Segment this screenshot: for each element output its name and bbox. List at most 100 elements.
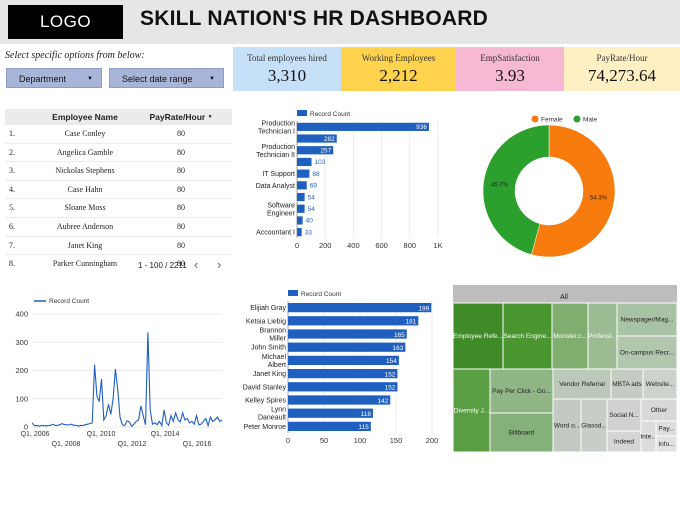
category-label: Michael [262,354,287,361]
x-tick-label: 200 [319,241,332,250]
treemap-cell-label: Glassd... [581,423,607,430]
treemap-cell [452,302,504,370]
legend-swatch [573,115,581,123]
x-tick-label: Q1, 2014 [151,431,180,438]
employee-bar-chart: Record Count 0 50 100 150 200 199 Elijiah Gray 1… [243,290,438,445]
x-tick-label: 0 [295,241,299,250]
treemap-cell-label: Website... [646,381,675,388]
x-tick-label: 100 [354,436,367,445]
data-label: 936 [416,124,427,131]
next-page-icon[interactable]: › [217,257,222,272]
data-label: 152 [385,371,396,378]
kpi-value: 74,273.64 [588,66,656,85]
category-label: Ketsia Liebig [246,318,286,325]
x-tick-label: 150 [390,436,403,445]
row-name: Aubree Anderson [56,221,114,231]
category-label: John Smith [251,345,286,352]
category-label: Software [267,202,295,209]
category-label: IT Support [262,171,295,178]
x-tick-label: Q1, 2008 [52,441,81,448]
employee-table: Employee Name PayRate/Hour ▼ 1. Case Conl… [5,109,232,273]
data-label: 154 [386,358,397,365]
x-tick-label: Q1, 2010 [87,431,116,438]
bar [297,122,429,131]
bar [288,329,407,339]
treemap-cell-label: Diversity J... [454,408,490,415]
y-tick-label: 0 [24,423,28,432]
kpi-working-employees: Working Employees 2,212 [341,47,456,91]
row-pay: 80 [177,240,185,250]
table-row[interactable]: 6. Aubree Anderson 80 [5,218,232,237]
category-label: Production [262,144,296,151]
category-label: Lynn [271,407,286,414]
x-tick-label: Q1, 2006 [21,431,50,438]
table-row[interactable]: 2. Angelica Gamble 80 [5,144,232,163]
category-label: Peter Monroe [244,424,287,431]
bar [297,181,307,190]
previous-page-icon[interactable]: ‹ [194,257,199,272]
category-label: Janet King [253,371,286,378]
data-label: 181 [405,319,416,326]
column-header-payrate[interactable]: PayRate/Hour ▼ [140,112,222,122]
bar [297,192,305,202]
category-label: Technician II [256,152,295,159]
bar [288,421,371,432]
table-row[interactable]: 4. Case Hahn 80 [5,181,232,200]
row-index: 4. [9,184,15,194]
bar [288,382,398,392]
legend-label: Record Count [310,111,350,118]
bar [288,368,398,379]
row-index: 5. [9,203,15,213]
date-range-picker[interactable]: Select date range ▼ [109,68,224,88]
treemap-cell-label: Inte... [640,434,656,441]
treemap-cell-label: Search Engine... [503,333,551,340]
table-row[interactable]: 1. Case Conley 80 [5,125,232,144]
row-name: Case Conley [64,129,106,138]
row-pay: 80 [177,147,185,157]
series-line [31,332,223,428]
hires-line-chart: Record Count 0 100 200 300 400 Q1, 2006 Q1, 201… [15,298,223,448]
treemap-cell [580,398,608,453]
row-name: Angelica Gamble [56,147,114,157]
page-title: SKILL NATION'S HR DASHBOARD [140,7,488,30]
treemap-cell-label: Employee Refe... [453,333,503,340]
treemap-cell-label: Pay... [658,426,674,433]
x-tick-label: Q1, 2012 [118,441,147,448]
row-pay: 80 [177,259,185,269]
category-label: Miller [269,336,286,343]
table-row[interactable]: 8. Parker Cunningham 80 [5,255,232,273]
column-header-payrate-label: PayRate/Hour [149,112,206,122]
kpi-label: PayRate/Hour [596,53,648,63]
data-label: 69 [310,183,318,190]
bar [297,169,310,178]
y-tick-label: 100 [15,394,28,403]
data-label: 199 [418,305,429,312]
table-row[interactable]: 3. Nickolas Stephens 80 [5,162,232,181]
kpi-payrate: PayRate/Hour 74,273.64 [564,47,680,91]
category-label: Production [262,120,296,127]
y-tick-label: 300 [15,338,28,347]
y-tick-label: 400 [15,310,28,319]
row-name: Case Hahn [67,184,103,194]
row-index: 6. [9,221,15,231]
table-row[interactable]: 7. Janet King 80 [5,237,232,256]
y-tick-label: 200 [15,366,28,375]
caret-down-icon: ▼ [207,114,213,120]
column-header-name[interactable]: Employee Name [52,112,118,122]
bar [297,134,337,143]
treemap-cell-label: Info... [658,441,674,448]
x-tick-label: 0 [286,436,290,445]
category-label: Engineer [267,210,296,217]
category-label: Accountant I [256,230,295,237]
department-dropdown[interactable]: Department ▼ [6,68,102,88]
legend-label: Female [541,117,563,124]
row-pay: 80 [177,184,185,194]
treemap-cell-label: Professi... [588,333,617,340]
treemap-cell-label: Vendor Referral [559,381,605,388]
treemap-cell-label: Monster.c... [553,333,587,340]
x-tick-label: Q1, 2016 [183,441,212,448]
treemap-cell-label: Word o... [554,423,580,430]
category-label: Data Analyst [256,183,295,190]
table-row[interactable]: 5. Sloane Moss 80 [5,199,232,218]
category-label: Brannon [260,328,287,335]
